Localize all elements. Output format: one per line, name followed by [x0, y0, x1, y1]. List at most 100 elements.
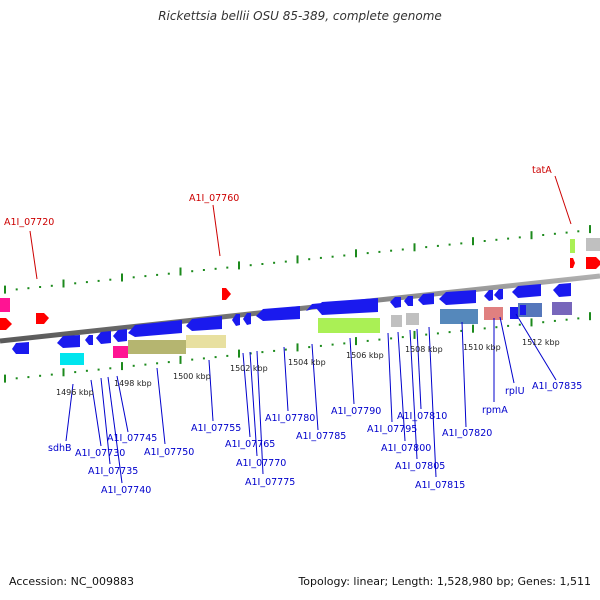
forward-gene[interactable]	[586, 257, 600, 269]
gene-label-a1i-07740[interactable]: A1I_07740	[101, 485, 151, 496]
feature-block[interactable]	[484, 307, 503, 320]
feature-block[interactable]	[406, 313, 419, 325]
gene-label-a1i-07735[interactable]: A1I_07735	[88, 466, 138, 477]
minor-tick	[366, 252, 369, 255]
minor-tick	[50, 284, 53, 287]
minor-tick	[495, 326, 498, 329]
gene-label-a1i-07750[interactable]: A1I_07750	[144, 447, 194, 458]
gene-label-a1i-07780[interactable]: A1I_07780	[265, 413, 315, 424]
reverse-gene[interactable]	[512, 284, 541, 298]
minor-tick	[460, 242, 463, 245]
gene-label-a1i-07790[interactable]: A1I_07790	[331, 406, 381, 417]
feature-block[interactable]	[318, 318, 380, 333]
gene-label-a1i-07795[interactable]: A1I_07795	[367, 424, 417, 435]
minor-tick	[553, 232, 556, 235]
reverse-gene[interactable]	[256, 306, 300, 321]
gene-label-a1i-07730[interactable]: A1I_07730	[75, 448, 125, 459]
forward-gene[interactable]	[570, 258, 575, 268]
reverse-gene-labels: sdhB A1I_07730 A1I_07735 A1I_07740 A1I_0…	[48, 381, 582, 496]
reverse-gene[interactable]	[520, 305, 526, 315]
feature-block[interactable]	[113, 346, 128, 358]
reverse-gene[interactable]	[494, 289, 503, 300]
major-tick	[530, 318, 533, 327]
reverse-gene[interactable]	[404, 296, 413, 306]
feature-block[interactable]	[570, 239, 575, 253]
reverse-gene[interactable]	[243, 313, 251, 325]
minor-tick	[39, 286, 42, 288]
reverse-gene[interactable]	[232, 314, 240, 326]
reverse-gene[interactable]	[439, 290, 476, 305]
major-tick	[296, 255, 299, 264]
gene-label-a1i-07820[interactable]: A1I_07820	[442, 428, 492, 439]
minor-tick	[167, 361, 170, 364]
gene-label-tata[interactable]: tatA	[532, 165, 552, 176]
reverse-gene[interactable]	[186, 316, 222, 331]
gene-label-a1i-07755[interactable]: A1I_07755	[191, 423, 241, 434]
gene-label-a1i-07775[interactable]: A1I_07775	[245, 477, 295, 488]
reverse-gene[interactable]	[390, 297, 401, 308]
reverse-gene[interactable]	[96, 331, 111, 344]
reverse-gene[interactable]	[484, 290, 493, 301]
label-leader-lines	[29, 175, 572, 484]
feature-block[interactable]	[0, 298, 10, 312]
feature-block[interactable]	[391, 315, 402, 327]
forward-gene[interactable]	[36, 313, 49, 324]
reverse-gene[interactable]	[128, 320, 182, 337]
minor-tick	[156, 273, 159, 276]
gene-label-a1i-07760[interactable]: A1I_07760	[189, 193, 239, 204]
minor-tick	[85, 281, 88, 284]
feature-block[interactable]	[440, 309, 478, 324]
gene-label-rpma[interactable]: rpmA	[482, 405, 508, 416]
gene-label-a1i-07770[interactable]: A1I_07770	[236, 458, 286, 469]
gene-label-a1i-07785[interactable]: A1I_07785	[296, 431, 346, 442]
feature-block[interactable]	[128, 340, 186, 354]
gene-label-rplu[interactable]: rplU	[505, 386, 525, 397]
gene-label-a1i-07835[interactable]: A1I_07835	[532, 381, 582, 392]
forward-gene[interactable]	[222, 288, 231, 300]
gene-label-a1i-07745[interactable]: A1I_07745	[107, 433, 157, 444]
reverse-gene[interactable]	[418, 293, 434, 305]
scale-label: 1496 kbp	[56, 388, 94, 397]
forward-gene[interactable]	[0, 318, 12, 330]
genome-stats-label: Topology: linear; Length: 1,528,980 bp; …	[298, 575, 591, 588]
feature-block[interactable]	[552, 302, 572, 315]
minor-tick	[261, 351, 264, 354]
minor-tick	[156, 362, 159, 365]
minor-tick	[483, 240, 486, 242]
major-tick	[472, 324, 474, 333]
minor-tick	[366, 339, 369, 342]
reverse-gene[interactable]	[113, 329, 127, 342]
minor-tick	[273, 261, 276, 264]
feature-block[interactable]	[586, 238, 600, 251]
major-tick	[472, 237, 474, 246]
minor-tick	[577, 317, 580, 320]
major-tick	[589, 225, 591, 234]
reverse-gene[interactable]	[316, 298, 378, 315]
reverse-gene[interactable]	[510, 307, 518, 319]
minor-tick	[518, 323, 521, 326]
major-tick	[4, 285, 6, 294]
minor-tick	[191, 358, 194, 361]
minor-tick	[226, 266, 229, 269]
minor-tick	[85, 369, 88, 372]
feature-block[interactable]	[60, 353, 84, 365]
gene-label-a1i-07800[interactable]: A1I_07800	[381, 443, 431, 454]
feature-block[interactable]	[186, 335, 226, 348]
major-tick	[589, 312, 591, 321]
gene-label-a1i-07815[interactable]: A1I_07815	[415, 480, 465, 491]
gene-label-sdhb[interactable]: sdhB	[48, 443, 72, 454]
reverse-gene[interactable]	[85, 335, 93, 345]
reverse-gene[interactable]	[12, 342, 29, 354]
minor-tick	[202, 357, 205, 360]
gene-label-a1i-07810[interactable]: A1I_07810	[397, 411, 447, 422]
minor-tick	[273, 349, 276, 352]
minor-tick	[144, 275, 147, 278]
reverse-gene[interactable]	[553, 283, 571, 297]
minor-tick	[448, 331, 451, 334]
gene-label-a1i-07720[interactable]: A1I_07720	[4, 217, 54, 228]
minor-tick	[507, 324, 510, 327]
reverse-gene[interactable]	[57, 335, 80, 348]
minor-tick	[214, 356, 217, 359]
gene-label-a1i-07765[interactable]: A1I_07765	[225, 439, 275, 450]
gene-label-a1i-07805[interactable]: A1I_07805	[395, 461, 445, 472]
